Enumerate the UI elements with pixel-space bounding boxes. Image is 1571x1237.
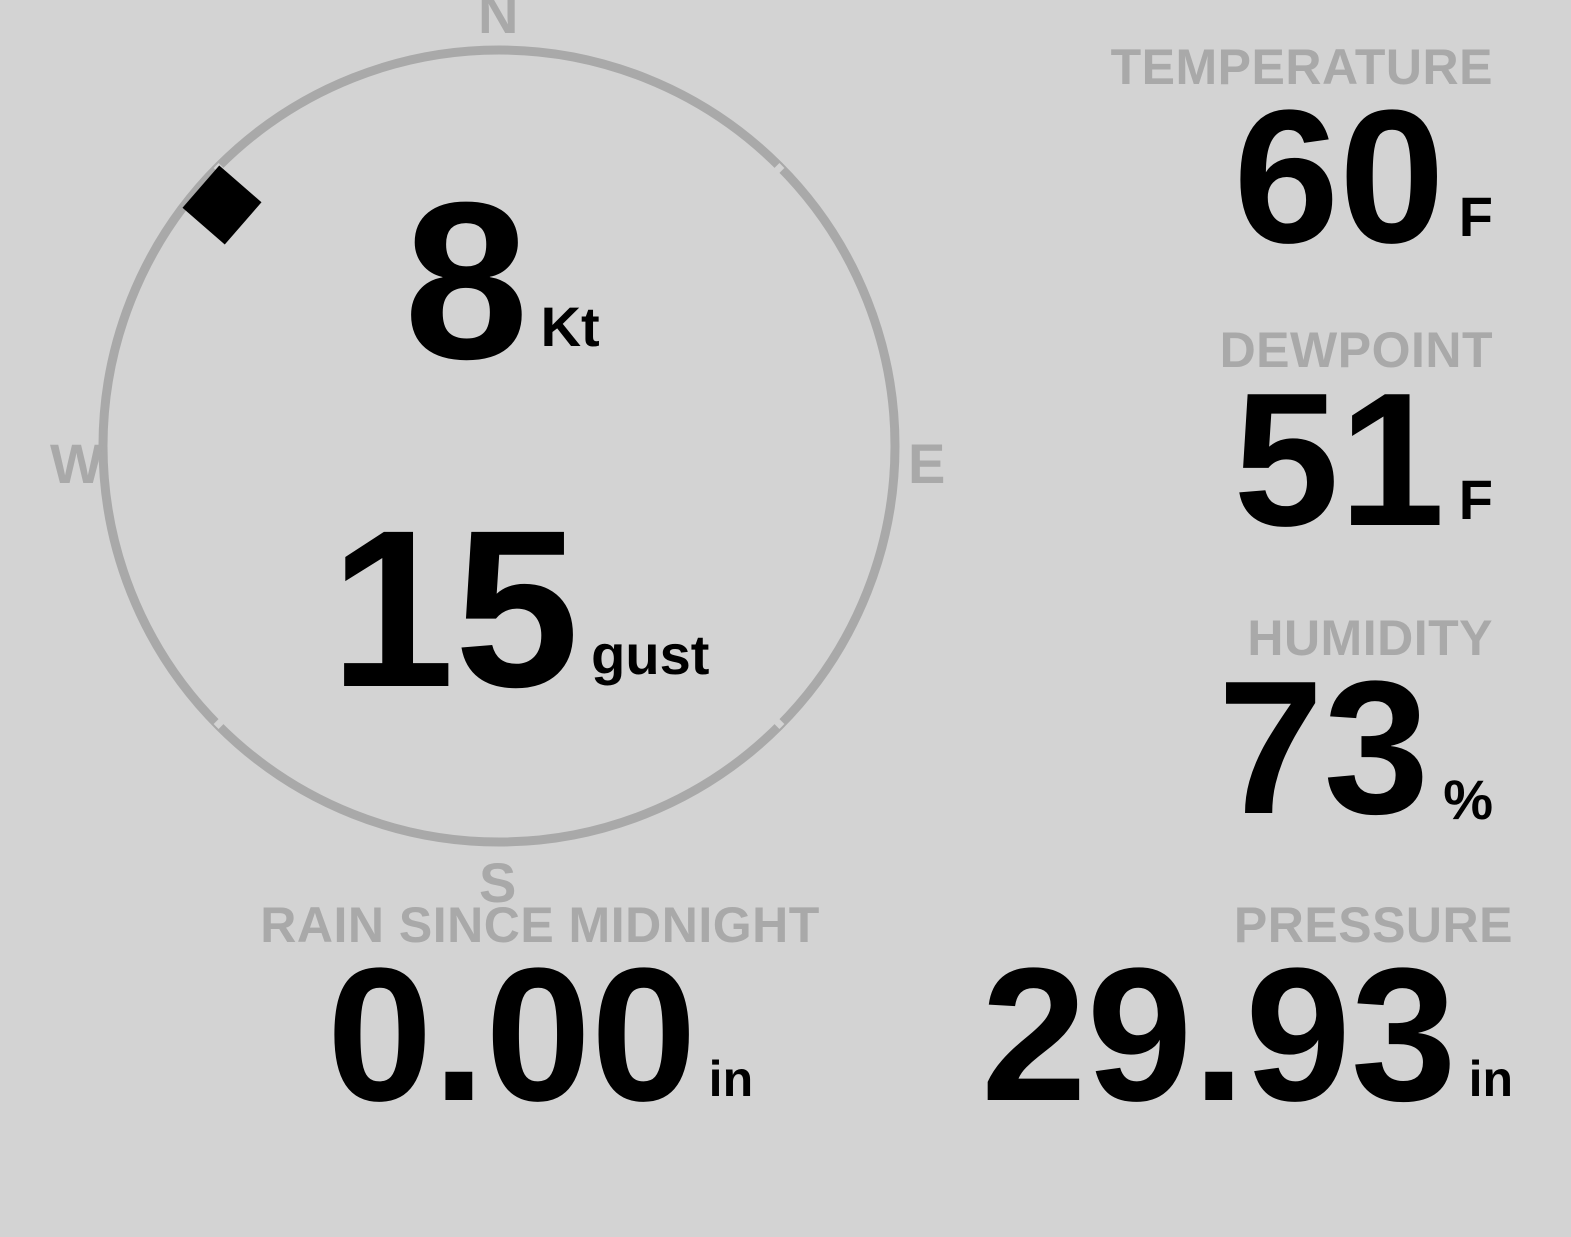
metric-humidity: HUMIDITY 73 %: [933, 610, 1493, 854]
metric-temperature-unit: F: [1458, 185, 1493, 248]
wind-speed-readout: 8 Kt: [404, 156, 600, 406]
wind-gust-value: 15: [330, 484, 580, 734]
metric-rain-unit: in: [708, 1051, 754, 1107]
metric-pressure: PRESSURE 29.93 in: [873, 897, 1513, 1141]
metric-dewpoint: DEWPOINT 51 F: [933, 322, 1493, 566]
metric-pressure-readout: 29.93 in: [873, 929, 1513, 1141]
metric-humidity-readout: 73 %: [933, 642, 1493, 854]
wind-speed-unit: Kt: [540, 295, 600, 358]
wind-gust-readout: 15 gust: [330, 484, 710, 734]
metric-temperature-readout: 60 F: [933, 71, 1493, 283]
metric-temperature-value: 60: [1233, 71, 1445, 283]
metric-rain-since-midnight: RAIN SINCE MIDNIGHT 0.00 in: [230, 897, 850, 1141]
metric-dewpoint-value: 51: [1233, 354, 1445, 566]
wind-gust-unit: gust: [591, 623, 710, 686]
metric-rain-readout: 0.00 in: [230, 929, 850, 1141]
compass-label-north: N: [478, 0, 519, 45]
metric-rain-value: 0.00: [326, 929, 697, 1141]
compass-label-south: S: [479, 851, 517, 914]
wind-speed-value: 8: [404, 156, 529, 406]
compass-ring-graphic: [98, 45, 900, 847]
metric-pressure-unit: in: [1468, 1051, 1513, 1107]
metric-dewpoint-label: DEWPOINT: [1219, 322, 1493, 378]
metric-temperature: TEMPERATURE 60 F: [933, 39, 1493, 283]
metric-pressure-label: PRESSURE: [1233, 897, 1513, 953]
metric-dewpoint-unit: F: [1458, 468, 1493, 531]
metric-dewpoint-readout: 51 F: [933, 354, 1493, 566]
compass-ring-circle: [98, 45, 900, 847]
metric-pressure-value: 29.93: [981, 929, 1457, 1141]
compass-label-west: W: [50, 432, 103, 495]
metric-humidity-unit: %: [1443, 768, 1493, 831]
compass-label-east: E: [908, 432, 946, 495]
metric-humidity-label: HUMIDITY: [1247, 610, 1493, 666]
metric-humidity-value: 73: [1217, 642, 1430, 854]
metric-rain-label: RAIN SINCE MIDNIGHT: [260, 897, 820, 953]
wind-direction-marker: [182, 165, 262, 245]
metric-temperature-label: TEMPERATURE: [1110, 39, 1493, 95]
wind-compass-dial: N E S W 8 Kt 15 gust: [0, 0, 1000, 914]
